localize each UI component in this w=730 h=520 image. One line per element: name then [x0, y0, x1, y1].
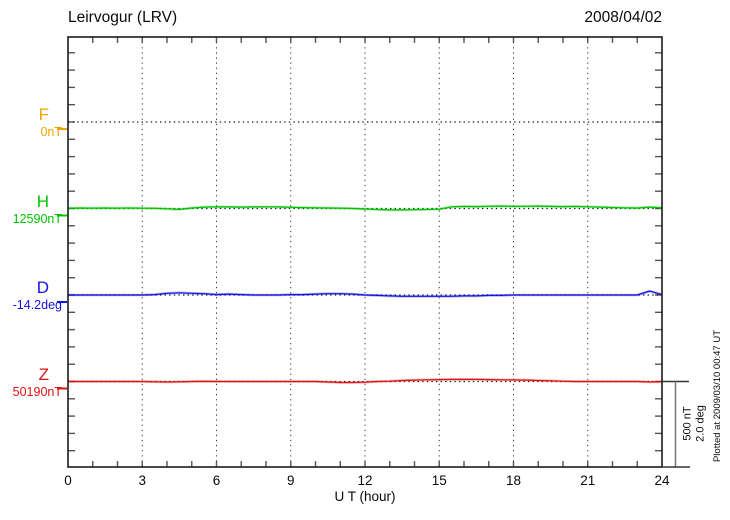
x-tick-label-9: 9	[286, 473, 295, 488]
component-reference-Z: 50190nT	[12, 385, 62, 399]
plotted-at-note: Plotted at 2009/03/10 00:47 UT	[712, 329, 723, 463]
trace-H	[67, 205, 663, 211]
x-axis-title: U T (hour)	[334, 489, 396, 504]
x-tick-label-24: 24	[654, 473, 670, 488]
scale-nt-label: 500 nT	[681, 406, 694, 441]
trace-D	[68, 290, 663, 297]
component-label-F: F	[38, 105, 49, 124]
trace-Z	[68, 378, 663, 384]
component-label-D: D	[36, 278, 49, 297]
station-title: Leirvogur (LRV)	[68, 9, 178, 26]
component-reference-H: 12590nT	[12, 212, 62, 226]
x-tick-label-3: 3	[138, 473, 147, 488]
x-tick-label-18: 18	[505, 473, 522, 488]
x-tick-label-6: 6	[212, 473, 221, 488]
scale-bar-labels: 500 nT 2.0 deg	[682, 380, 709, 468]
component-label-Z: Z	[38, 365, 49, 384]
scale-deg-label: 2.0 deg	[694, 405, 707, 442]
x-tick-label-12: 12	[357, 473, 373, 488]
component-label-H: H	[36, 192, 49, 211]
x-tick-label-0: 0	[64, 473, 72, 488]
component-reference-F: 0nT	[40, 125, 62, 139]
plot-frame	[67, 36, 663, 468]
x-tick-label-21: 21	[580, 473, 596, 488]
x-tick-label-15: 15	[431, 473, 447, 488]
plot-date: 2008/04/02	[584, 9, 662, 26]
component-reference-D: -14.2deg	[12, 298, 62, 312]
